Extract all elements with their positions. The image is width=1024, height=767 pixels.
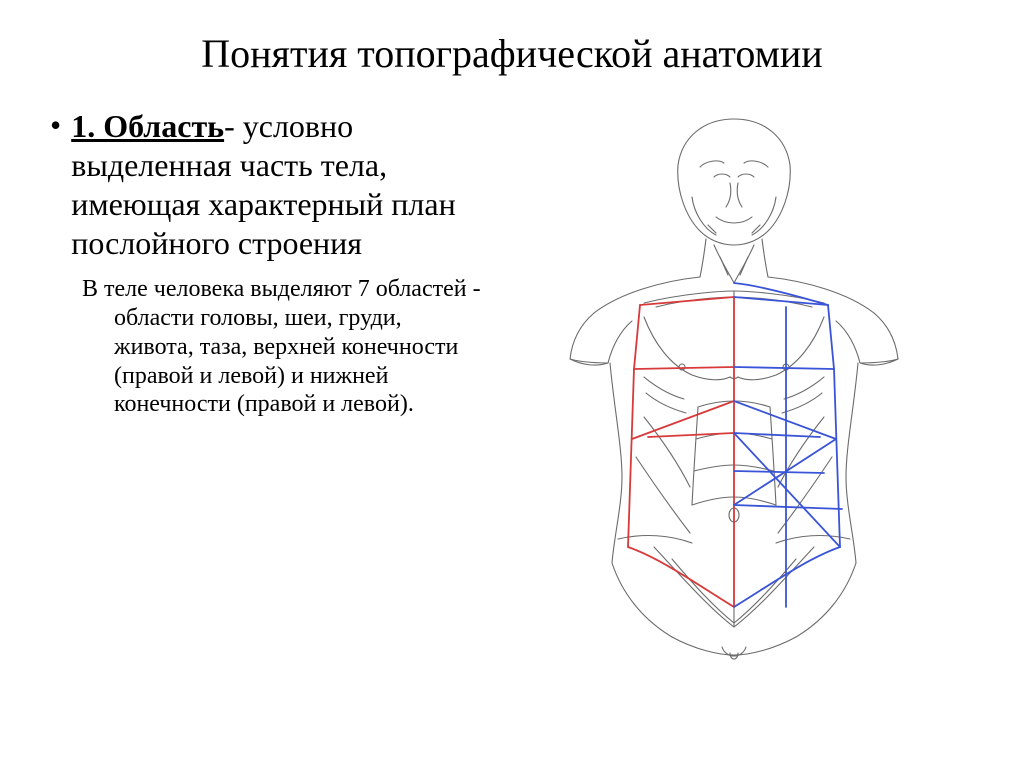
text-column: • 1. Область- условно выделенная часть т…	[50, 107, 482, 667]
term-label: 1. Область	[71, 108, 224, 144]
bullet-dot-icon: •	[50, 109, 61, 141]
slide-title: Понятия топографической анатомии	[50, 30, 974, 77]
bullet-text: 1. Область- условно выделенная часть тел…	[71, 107, 482, 263]
anatomy-figure	[494, 107, 974, 667]
paragraph-block: В теле человека выделяют 7 областей - об…	[50, 275, 482, 419]
paragraph-text: В теле человека выделяют 7 областей - об…	[82, 275, 482, 419]
figure-column	[494, 107, 974, 667]
slide: Понятия топографической анатомии • 1. Об…	[0, 0, 1024, 767]
content-row: • 1. Область- условно выделенная часть т…	[50, 107, 974, 667]
bullet-item: • 1. Область- условно выделенная часть т…	[50, 107, 482, 263]
